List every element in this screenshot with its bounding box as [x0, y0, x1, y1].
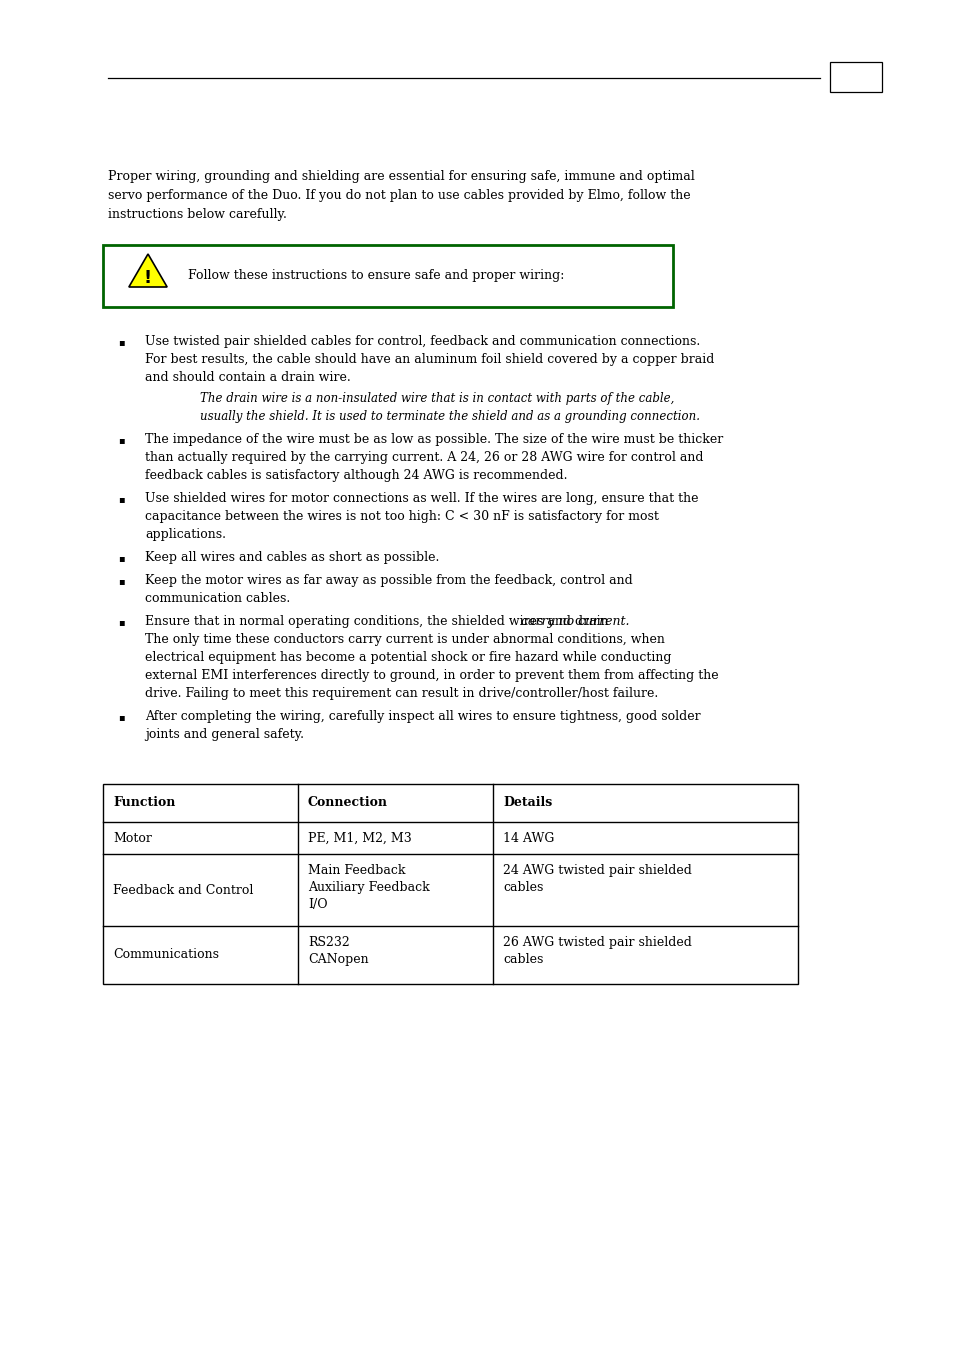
Text: usually the shield. It is used to terminate the shield and as a grounding connec: usually the shield. It is used to termin… — [200, 410, 700, 423]
Text: cables: cables — [502, 882, 543, 894]
Text: than actually required by the carrying current. A 24, 26 or 28 AWG wire for cont: than actually required by the carrying c… — [145, 451, 702, 464]
Text: I/O: I/O — [308, 898, 327, 911]
Text: communication cables.: communication cables. — [145, 593, 290, 605]
Text: The drain wire is a non-insulated wire that is in contact with parts of the cabl: The drain wire is a non-insulated wire t… — [200, 392, 674, 405]
Text: ▪: ▪ — [118, 554, 125, 563]
Text: 26 AWG twisted pair shielded: 26 AWG twisted pair shielded — [502, 936, 691, 949]
Text: servo performance of the Duo. If you do not plan to use cables provided by Elmo,: servo performance of the Duo. If you do … — [108, 189, 690, 202]
Text: Motor: Motor — [112, 832, 152, 845]
Text: Function: Function — [112, 796, 175, 810]
Text: The only time these conductors carry current is under abnormal conditions, when: The only time these conductors carry cur… — [145, 633, 664, 647]
Text: Keep all wires and cables as short as possible.: Keep all wires and cables as short as po… — [145, 551, 439, 564]
Text: Details: Details — [502, 796, 552, 810]
Text: Proper wiring, grounding and shielding are essential for ensuring safe, immune a: Proper wiring, grounding and shielding a… — [108, 170, 694, 184]
Text: 14 AWG: 14 AWG — [502, 832, 554, 845]
Text: external EMI interferences directly to ground, in order to prevent them from aff: external EMI interferences directly to g… — [145, 670, 718, 682]
Text: cables: cables — [502, 953, 543, 967]
Text: PE, M1, M2, M3: PE, M1, M2, M3 — [308, 832, 412, 845]
Text: Keep the motor wires as far away as possible from the feedback, control and: Keep the motor wires as far away as poss… — [145, 574, 632, 587]
Text: joints and general safety.: joints and general safety. — [145, 728, 304, 741]
Text: instructions below carefully.: instructions below carefully. — [108, 208, 287, 221]
Text: electrical equipment has become a potential shock or fire hazard while conductin: electrical equipment has become a potent… — [145, 651, 671, 664]
Text: After completing the wiring, carefully inspect all wires to ensure tightness, go: After completing the wiring, carefully i… — [145, 710, 700, 724]
Text: applications.: applications. — [145, 528, 226, 541]
Text: Ensure that in normal operating conditions, the shielded wires and drain: Ensure that in normal operating conditio… — [145, 616, 612, 628]
Text: ▪: ▪ — [118, 338, 125, 347]
Text: Feedback and Control: Feedback and Control — [112, 883, 253, 896]
Text: feedback cables is satisfactory although 24 AWG is recommended.: feedback cables is satisfactory although… — [145, 468, 567, 482]
Text: capacitance between the wires is not too high: C < 30 nF is satisfactory for mos: capacitance between the wires is not too… — [145, 510, 659, 522]
Text: For best results, the cable should have an aluminum foil shield covered by a cop: For best results, the cable should have … — [145, 352, 714, 366]
Text: carry no current.: carry no current. — [520, 616, 629, 628]
Text: Auxiliary Feedback: Auxiliary Feedback — [308, 882, 429, 894]
Polygon shape — [129, 254, 167, 288]
Text: and should contain a drain wire.: and should contain a drain wire. — [145, 371, 351, 383]
Text: Follow these instructions to ensure safe and proper wiring:: Follow these instructions to ensure safe… — [188, 270, 564, 282]
Text: The impedance of the wire must be as low as possible. The size of the wire must : The impedance of the wire must be as low… — [145, 433, 722, 446]
Text: 24 AWG twisted pair shielded: 24 AWG twisted pair shielded — [502, 864, 691, 878]
Text: ▪: ▪ — [118, 436, 125, 446]
FancyBboxPatch shape — [103, 784, 797, 984]
Text: !: ! — [144, 269, 152, 288]
Text: ▪: ▪ — [118, 495, 125, 504]
Text: ▪: ▪ — [118, 618, 125, 626]
Text: Main Feedback: Main Feedback — [308, 864, 405, 878]
Text: Use twisted pair shielded cables for control, feedback and communication connect: Use twisted pair shielded cables for con… — [145, 335, 700, 348]
Text: Connection: Connection — [308, 796, 388, 810]
Text: RS232: RS232 — [308, 936, 350, 949]
Text: Use shielded wires for motor connections as well. If the wires are long, ensure : Use shielded wires for motor connections… — [145, 491, 698, 505]
FancyBboxPatch shape — [829, 62, 882, 92]
Text: Communications: Communications — [112, 949, 219, 961]
Text: drive. Failing to meet this requirement can result in drive/controller/host fail: drive. Failing to meet this requirement … — [145, 687, 658, 701]
FancyBboxPatch shape — [103, 244, 672, 306]
Text: ▪: ▪ — [118, 576, 125, 586]
Text: ▪: ▪ — [118, 713, 125, 722]
Text: CANopen: CANopen — [308, 953, 368, 967]
